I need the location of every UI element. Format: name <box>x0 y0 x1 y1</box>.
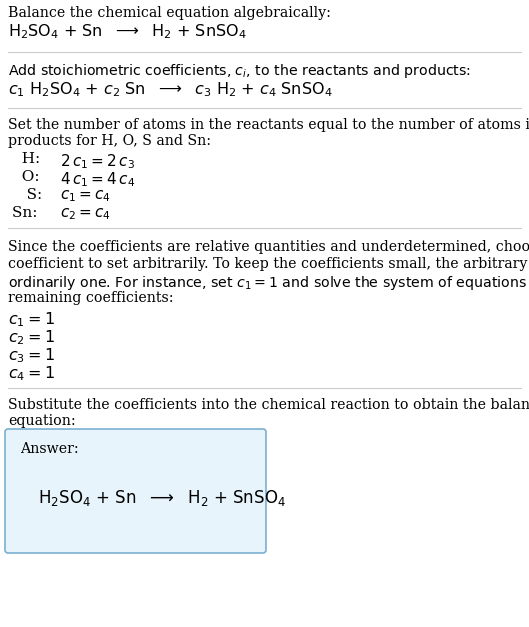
Text: $c_2 = c_4$: $c_2 = c_4$ <box>60 206 111 222</box>
Text: Answer:: Answer: <box>20 442 79 456</box>
Text: O:: O: <box>12 170 44 184</box>
Text: ordinarily one. For instance, set $c_1 = 1$ and solve the system of equations fo: ordinarily one. For instance, set $c_1 =… <box>8 274 529 292</box>
Text: $c_3 = 1$: $c_3 = 1$ <box>8 346 55 365</box>
FancyBboxPatch shape <box>5 429 266 553</box>
Text: Sn:: Sn: <box>12 206 42 220</box>
Text: Substitute the coefficients into the chemical reaction to obtain the balanced: Substitute the coefficients into the che… <box>8 398 529 412</box>
Text: $c_1$ $\mathregular{H_2SO_4}$ + $c_2$ Sn  $\longrightarrow$  $c_3$ $\mathregular: $c_1$ $\mathregular{H_2SO_4}$ + $c_2$ Sn… <box>8 80 333 98</box>
Text: $\mathregular{H_2SO_4}$ + Sn  $\longrightarrow$  $\mathregular{H_2}$ + $\mathreg: $\mathregular{H_2SO_4}$ + Sn $\longright… <box>8 22 247 41</box>
Text: equation:: equation: <box>8 414 76 428</box>
Text: coefficient to set arbitrarily. To keep the coefficients small, the arbitrary va: coefficient to set arbitrarily. To keep … <box>8 257 529 271</box>
Text: remaining coefficients:: remaining coefficients: <box>8 291 174 305</box>
Text: $c_1 = 1$: $c_1 = 1$ <box>8 310 55 329</box>
Text: $c_2 = 1$: $c_2 = 1$ <box>8 328 55 347</box>
Text: S:: S: <box>12 188 47 202</box>
Text: $\mathregular{H_2SO_4}$ + Sn  $\longrightarrow$  $\mathregular{H_2}$ + $\mathreg: $\mathregular{H_2SO_4}$ + Sn $\longright… <box>38 488 286 508</box>
Text: Balance the chemical equation algebraically:: Balance the chemical equation algebraica… <box>8 6 331 20</box>
Text: Since the coefficients are relative quantities and underdetermined, choose a: Since the coefficients are relative quan… <box>8 240 529 254</box>
Text: $c_4 = 1$: $c_4 = 1$ <box>8 364 55 382</box>
Text: Add stoichiometric coefficients, $c_i$, to the reactants and products:: Add stoichiometric coefficients, $c_i$, … <box>8 62 471 80</box>
Text: $4\,c_1 = 4\,c_4$: $4\,c_1 = 4\,c_4$ <box>60 170 135 189</box>
Text: $2\,c_1 = 2\,c_3$: $2\,c_1 = 2\,c_3$ <box>60 152 135 171</box>
Text: products for H, O, S and Sn:: products for H, O, S and Sn: <box>8 134 211 148</box>
Text: H:: H: <box>12 152 45 166</box>
Text: Set the number of atoms in the reactants equal to the number of atoms in the: Set the number of atoms in the reactants… <box>8 118 529 132</box>
Text: $c_1 = c_4$: $c_1 = c_4$ <box>60 188 111 204</box>
